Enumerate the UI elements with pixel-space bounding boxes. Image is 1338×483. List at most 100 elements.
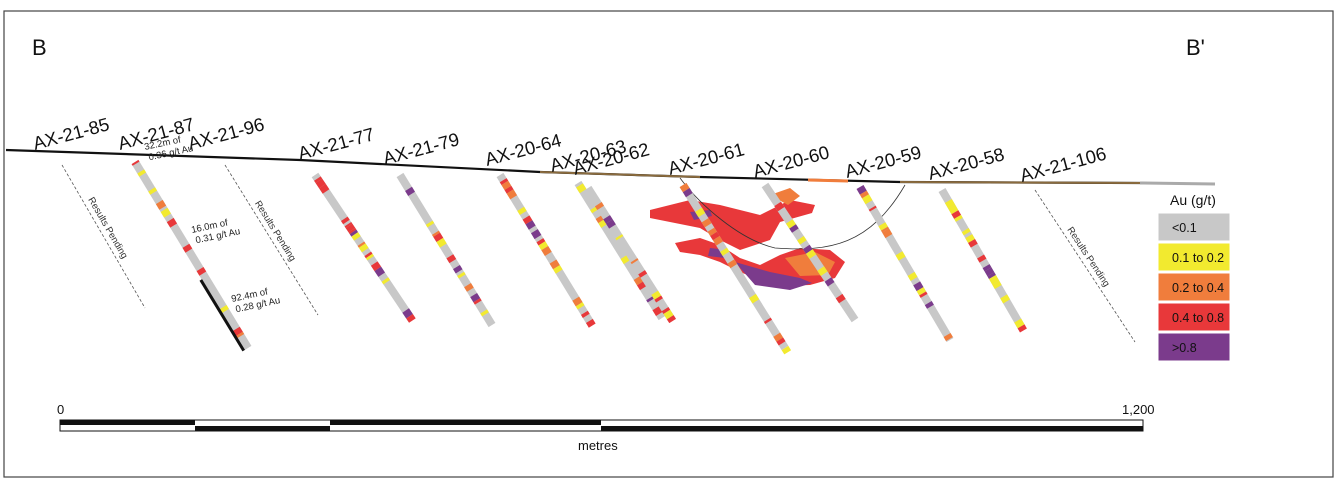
assay-interval [666, 315, 677, 324]
legend-item-label: 0.1 to 0.2 [1172, 251, 1224, 265]
hole-label: AX-21-106 [1018, 143, 1109, 186]
mineralized-body [650, 188, 845, 290]
hole-label: AX-20-58 [926, 143, 1007, 184]
assay-interval [603, 215, 613, 224]
assay-interval [402, 308, 413, 319]
legend-swatch [1157, 272, 1231, 302]
assay-interval [406, 314, 416, 323]
assay-interval [166, 217, 178, 228]
hole-trace-base [396, 172, 496, 328]
topography-orange-segment [807, 178, 849, 183]
assay-interval [553, 265, 563, 274]
drillhole-AX-20-62: AX-20-62 [571, 138, 677, 324]
hole-label: AX-21-85 [31, 113, 112, 154]
assay-interval [585, 318, 596, 328]
assay-interval [977, 254, 987, 263]
legend-item: 0.4 to 0.8 [1157, 302, 1231, 332]
assay-interval [499, 178, 509, 185]
assay-interval [148, 187, 158, 195]
assay-interval [357, 241, 366, 248]
assay-interval [806, 249, 817, 259]
intercept-note-2: 16.0m of 0.31 g/t Au [190, 217, 241, 246]
scale-bar: 0 1,200 metres [57, 402, 1155, 453]
assay-interval [348, 227, 357, 235]
assay-interval [646, 296, 655, 303]
assay-interval [654, 295, 663, 303]
assay-interval [707, 227, 717, 236]
assay-interval [431, 230, 441, 237]
assay-interval [987, 272, 996, 280]
hole-assay-trace [396, 172, 496, 328]
legend: Au (g/t) <0.1 0.1 to 0.2 0.2 to 0.4 0.4 to … [1157, 192, 1231, 362]
assay-interval [913, 281, 924, 292]
assay-interval [365, 253, 374, 261]
intercept-note-3: 92.4m of 0.28 g/t Au [230, 286, 281, 315]
assay-interval [580, 310, 590, 318]
assay-interval [948, 204, 959, 215]
hole-assay-trace [311, 172, 416, 323]
assay-interval [989, 275, 1000, 285]
assay-interval [1000, 294, 1011, 304]
assay-interval [630, 258, 639, 265]
assay-interval [315, 178, 326, 189]
assay-interval [131, 159, 140, 166]
legend-item-label: >0.8 [1172, 341, 1197, 355]
assay-interval [349, 229, 359, 237]
assay-interval [701, 218, 712, 228]
assay-interval [374, 266, 386, 277]
assay-interval [549, 259, 560, 270]
topography-grey-segment [1139, 181, 1216, 186]
assay-interval [530, 229, 542, 240]
results-pending-label: Results Pending [252, 199, 298, 264]
hole-trace-base [131, 159, 252, 351]
assay-interval [781, 345, 792, 355]
figure-frame [3, 10, 1334, 478]
assay-interval [160, 207, 171, 218]
assay-interval [924, 301, 934, 309]
assay-interval [982, 264, 992, 272]
assay-interval [951, 210, 962, 219]
assay-interval [236, 331, 245, 339]
assay-interval [916, 287, 927, 296]
topography-overburden-1 [539, 171, 701, 178]
assay-interval [695, 207, 706, 218]
results-pending-label: Results Pending [1064, 225, 1111, 289]
hole-label: AX-20-59 [843, 141, 924, 182]
assay-interval [710, 231, 720, 241]
assay-interval [763, 317, 773, 324]
assay-interval [525, 220, 536, 230]
legend-item-label: <0.1 [1172, 221, 1197, 235]
assay-interval [446, 254, 457, 264]
assay-interval [802, 244, 813, 254]
assay-interval [749, 293, 760, 304]
pit-outline [679, 177, 906, 250]
assay-interval [381, 277, 391, 285]
assay-interval [351, 232, 361, 241]
section-start-label: B [32, 35, 47, 60]
assay-interval [453, 264, 463, 274]
hole-label: AX-20-60 [751, 141, 832, 182]
assay-interval [984, 267, 995, 277]
assay-interval [720, 247, 730, 256]
legend-item: 0.1 to 0.2 [1157, 242, 1231, 272]
assay-interval [464, 283, 474, 292]
legend-swatch [1157, 332, 1231, 362]
hole-assay-trace [496, 172, 596, 328]
assay-interval [345, 223, 356, 233]
assay-interval [522, 215, 533, 225]
assay-interval [137, 169, 147, 177]
assay-interval [785, 219, 796, 229]
assay-interval [314, 176, 323, 184]
assay-interval [1017, 324, 1027, 333]
scale-seg-3 [330, 420, 601, 425]
legend-title: Au (g/t) [1170, 192, 1216, 208]
hole-assay-trace [574, 180, 666, 321]
assay-interval [954, 214, 963, 222]
assay-interval [862, 194, 873, 205]
assay-interval [319, 183, 330, 194]
assay-interval [773, 332, 784, 342]
assay-interval [1014, 318, 1025, 329]
assay-interval [470, 292, 481, 303]
